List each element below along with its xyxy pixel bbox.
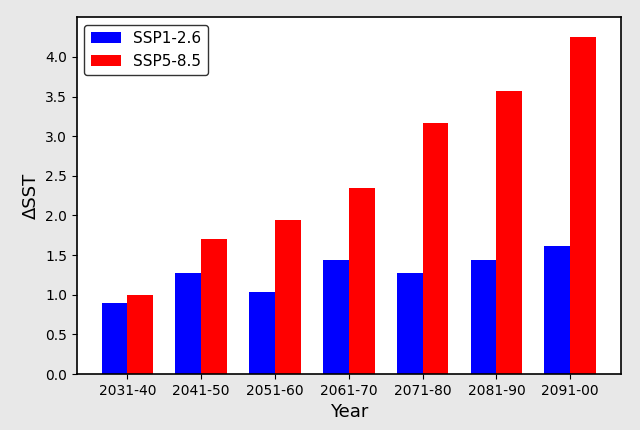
Bar xyxy=(323,260,349,374)
Y-axis label: ΔSST: ΔSST xyxy=(22,172,40,219)
Bar xyxy=(570,37,596,374)
Bar xyxy=(397,273,422,374)
Legend: SSP1-2.6, SSP5-8.5: SSP1-2.6, SSP5-8.5 xyxy=(84,25,207,75)
Bar xyxy=(349,188,374,374)
Bar xyxy=(127,295,153,374)
Bar xyxy=(497,91,522,374)
Bar xyxy=(470,260,497,374)
X-axis label: Year: Year xyxy=(330,403,368,421)
Bar xyxy=(102,303,127,374)
Bar xyxy=(545,246,570,374)
Bar xyxy=(422,123,449,374)
Bar xyxy=(175,273,201,374)
Bar xyxy=(275,220,301,374)
Bar xyxy=(249,292,275,374)
Bar xyxy=(201,239,227,374)
